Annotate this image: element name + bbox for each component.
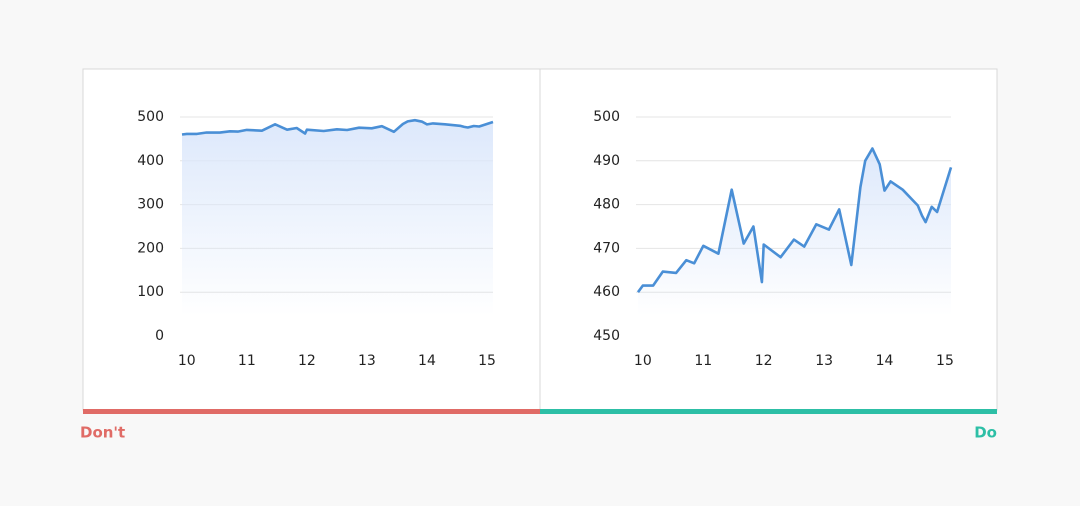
x-tick-label: 14 [418,353,436,369]
y-tick-label: 300 [137,197,164,213]
x-tick-label: 12 [298,353,316,369]
area [182,120,493,316]
caption-bar [83,409,540,414]
line [636,147,953,293]
x-tick-label: 12 [755,353,773,369]
area [638,148,951,316]
y-tick-label: 200 [137,240,164,256]
y-tick-label: 500 [137,109,164,125]
caption: Don't [80,424,125,442]
y-tick-label: 100 [137,284,164,300]
x-tick-label: 10 [634,353,652,369]
y-tick-label: 0 [155,328,164,344]
caption: Do [974,424,997,442]
x-tick-label: 14 [876,353,894,369]
y-tick-label: 480 [593,197,620,213]
x-tick-label: 13 [815,353,833,369]
line [181,118,494,136]
caption-bar [540,409,997,414]
x-tick-label: 15 [936,353,954,369]
x-tick-label: 13 [358,353,376,369]
y-tick-label: 470 [593,240,620,256]
y-tick-label: 460 [593,284,620,300]
y-tick-label: 400 [137,153,164,169]
x-tick-label: 11 [694,353,712,369]
y-tick-label: 450 [593,328,620,344]
y-tick-label: 500 [593,109,620,125]
x-tick-label: 10 [178,353,196,369]
x-tick-label: 11 [238,353,256,369]
x-tick-label: 15 [478,353,496,369]
y-tick-label: 490 [593,153,620,169]
